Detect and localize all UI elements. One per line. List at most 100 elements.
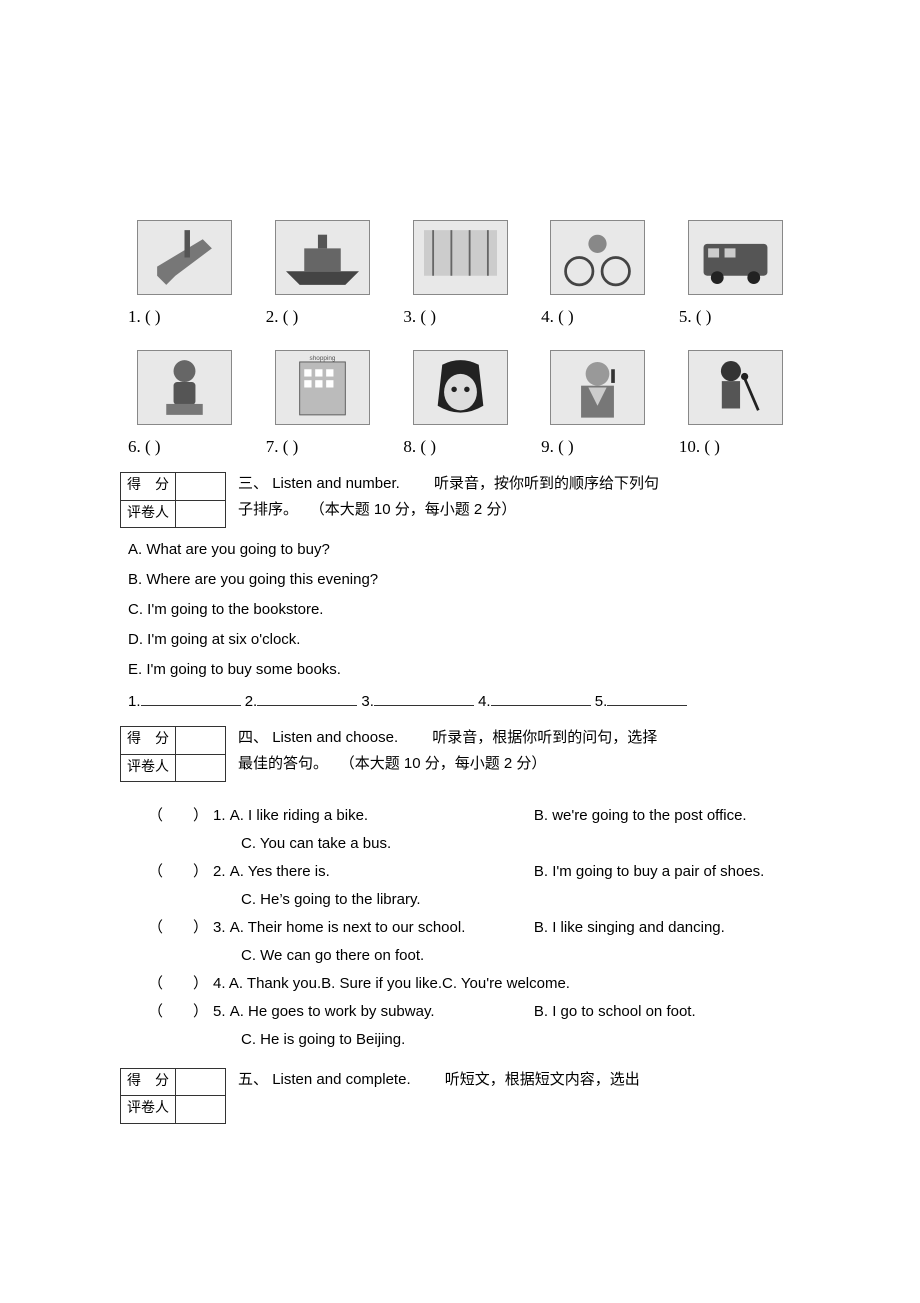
opt-a: A. He goes to work by subway. <box>230 1000 530 1024</box>
blank-num: 5. <box>595 693 608 710</box>
image-number: 4. ( ) <box>533 303 662 330</box>
grader-label: 评卷人 <box>121 1096 176 1123</box>
section-5-header: 得 分 评卷人 五、 Listen and complete. 听短文，根据短文… <box>120 1066 800 1128</box>
answer-blank[interactable] <box>141 691 241 706</box>
q-num: 4. <box>213 975 226 992</box>
q-num: 3. <box>213 919 226 936</box>
grader-empty[interactable] <box>176 754 226 781</box>
section5-title-cn: 听短文，根据短文内容，选出 <box>445 1071 640 1088</box>
section4-prefix: 四、 <box>238 729 268 746</box>
answer-paren[interactable]: （ ） <box>148 860 213 884</box>
answer-blank[interactable] <box>374 691 474 706</box>
image-item: 5. ( ) <box>671 220 800 330</box>
section3-title-en: Listen and number. <box>272 475 400 492</box>
opt-a: A. I like riding a bike. <box>230 804 530 828</box>
image-number: 2. ( ) <box>258 303 387 330</box>
section4-title-en: Listen and choose. <box>272 729 398 746</box>
image-item: 10. ( ) <box>671 350 800 460</box>
section4-points: （本大题 10 分，每小题 2 分） <box>340 755 547 772</box>
question-row: （ ） 1. A. I like riding a bike. B. we're… <box>148 804 800 828</box>
question-row: （ ） 4. A. Thank you.B. Sure if you like.… <box>148 972 800 996</box>
blank-num: 4. <box>478 693 491 710</box>
section4-questions: （ ） 1. A. I like riding a bike. B. we're… <box>148 804 800 1052</box>
score-label: 得 分 <box>121 727 176 754</box>
image-number: 1. ( ) <box>120 303 249 330</box>
image-number: 3. ( ) <box>395 303 524 330</box>
section3-options: A. What are you going to buy? B. Where a… <box>120 538 800 682</box>
answer-blank[interactable] <box>257 691 357 706</box>
opt-c: C. You can take a bus. <box>241 832 800 856</box>
question-row: （ ） 5. A. He goes to work by subway. B. … <box>148 1000 800 1024</box>
answer-paren[interactable]: （ ） <box>148 916 213 940</box>
section3-prefix: 三、 <box>238 475 268 492</box>
blank-num: 3. <box>361 693 374 710</box>
image-number: 8. ( ) <box>395 433 524 460</box>
bicycle-icon <box>550 220 645 295</box>
image-number: 7. ( ) <box>258 433 387 460</box>
blank-num: 1. <box>128 693 141 710</box>
man-phone-icon <box>550 350 645 425</box>
image-number: 5. ( ) <box>671 303 800 330</box>
section-4-header: 得 分 评卷人 四、 Listen and choose. 听录音，根据你听到的… <box>120 724 800 786</box>
score-empty[interactable] <box>176 1068 226 1095</box>
question-row: （ ） 3. A. Their home is next to our scho… <box>148 916 800 940</box>
grader-label: 评卷人 <box>121 754 176 781</box>
ship-icon <box>275 220 370 295</box>
building-icon: shopping <box>275 350 370 425</box>
option: A. What are you going to buy? <box>128 538 800 562</box>
section3-title-cn2: 子排序。 <box>238 501 291 518</box>
q-num: 5. <box>213 1003 226 1020</box>
option: B. Where are you going this evening? <box>128 568 800 592</box>
image-number: 10. ( ) <box>671 433 800 460</box>
section4-title-cn: 听录音，根据你听到的问句，选择 <box>432 729 657 746</box>
image-item: 1. ( ) <box>120 220 249 330</box>
section5-prefix: 五、 <box>238 1071 268 1088</box>
score-box: 得 分 评卷人 <box>120 1068 226 1124</box>
opt-b: B. I like singing and dancing. <box>534 919 725 936</box>
answer-paren[interactable]: （ ） <box>148 1000 213 1024</box>
grader-empty[interactable] <box>176 1096 226 1123</box>
opt-c: C. We can go there on foot. <box>241 944 800 968</box>
image-item: 2. ( ) <box>258 220 387 330</box>
airplane-icon <box>137 220 232 295</box>
image-item: shopping 7. ( ) <box>258 350 387 460</box>
opt-a: A. Yes there is. <box>230 860 530 884</box>
station-icon <box>413 220 508 295</box>
q-num: 1. <box>213 807 226 824</box>
score-empty[interactable] <box>176 727 226 754</box>
answer-paren[interactable]: （ ） <box>148 804 213 828</box>
opt-b: B. Sure if you like. <box>321 975 442 992</box>
image-item: 3. ( ) <box>395 220 524 330</box>
q-num: 2. <box>213 863 226 880</box>
score-empty[interactable] <box>176 473 226 500</box>
opt-c: C. He is going to Beijing. <box>241 1028 800 1052</box>
opt-b: B. we're going to the post office. <box>534 807 747 824</box>
image-item: 9. ( ) <box>533 350 662 460</box>
opt-b: B. I'm going to buy a pair of shoes. <box>534 863 765 880</box>
image-row-2: 6. ( ) shopping 7. ( ) 8. ( ) 9. ( ) 10.… <box>120 350 800 460</box>
image-item: 4. ( ) <box>533 220 662 330</box>
section-3-header: 得 分 评卷人 三、 Listen and number. 听录音，按你听到的顺… <box>120 470 800 532</box>
option: E. I'm going to buy some books. <box>128 658 800 682</box>
image-item: 8. ( ) <box>395 350 524 460</box>
opt-c: C. You're welcome. <box>442 975 570 992</box>
score-box: 得 分 评卷人 <box>120 726 226 782</box>
section4-title-cn2: 最佳的答句。 <box>238 755 321 772</box>
score-label: 得 分 <box>121 1068 176 1095</box>
blank-num: 2. <box>245 693 258 710</box>
girl-mic-icon <box>688 350 783 425</box>
grader-label: 评卷人 <box>121 500 176 527</box>
boy-riding-icon <box>137 350 232 425</box>
score-box: 得 分 评卷人 <box>120 472 226 528</box>
opt-c: C. He’s going to the library. <box>241 888 800 912</box>
answer-blank[interactable] <box>607 691 687 706</box>
bus-icon <box>688 220 783 295</box>
svg-text:shopping: shopping <box>309 355 335 362</box>
answer-blank[interactable] <box>491 691 591 706</box>
girl-face-icon <box>413 350 508 425</box>
grader-empty[interactable] <box>176 500 226 527</box>
section3-blanks: 1. 2. 3. 4. 5. <box>128 690 800 714</box>
option: D. I'm going at six o'clock. <box>128 628 800 652</box>
opt-b: B. I go to school on foot. <box>534 1003 696 1020</box>
answer-paren[interactable]: （ ） <box>148 972 213 996</box>
